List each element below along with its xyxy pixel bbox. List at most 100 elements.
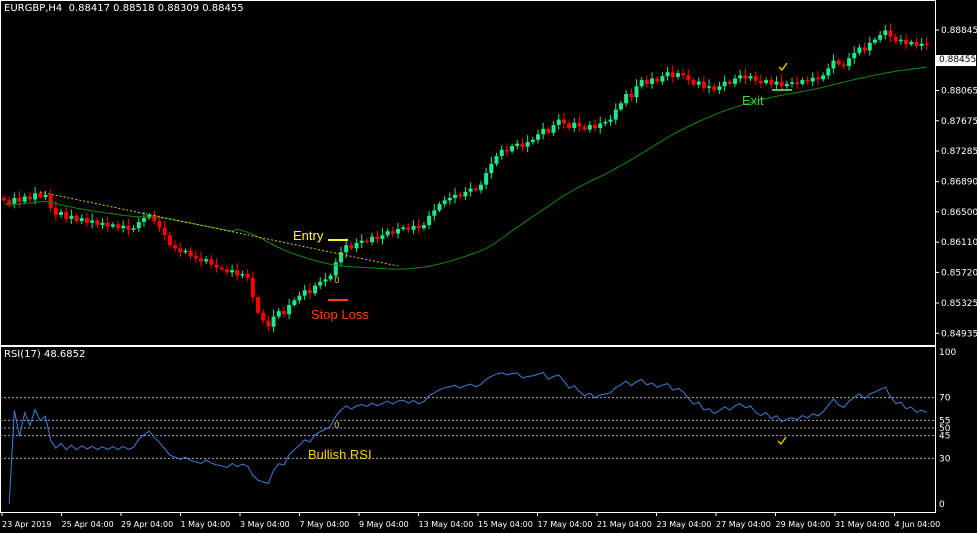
- rsi-tick-label: 0: [939, 500, 945, 510]
- price-tick-label: 0.87675: [941, 117, 977, 127]
- candle-body: [821, 75, 826, 80]
- candle-body: [141, 218, 146, 222]
- candle-body: [872, 39, 877, 43]
- candle: [924, 36, 929, 51]
- candle-body: [333, 262, 338, 276]
- candle: [593, 119, 598, 133]
- candle-body: [401, 227, 406, 229]
- candle: [681, 68, 686, 80]
- candle-body: [841, 64, 846, 67]
- candle-body: [644, 80, 649, 84]
- candle: [898, 35, 903, 45]
- candle: [354, 238, 359, 253]
- candle-body: [795, 82, 800, 84]
- candle-body: [447, 197, 452, 201]
- chart-symbol-header: EURGBP,H4 0.88417 0.88518 0.88309 0.8845…: [4, 3, 244, 14]
- candle-body: [354, 242, 359, 249]
- candle: [17, 190, 22, 208]
- current-price-box: 0.88455: [936, 55, 976, 66]
- candle: [660, 72, 665, 85]
- candle: [256, 294, 261, 315]
- candle: [867, 36, 872, 56]
- candle: [302, 284, 307, 301]
- candle: [307, 283, 312, 299]
- candle: [800, 77, 805, 86]
- candle-body: [453, 194, 458, 198]
- candle: [779, 74, 784, 92]
- candle: [271, 309, 276, 333]
- price-axis: 0.88845 0.88065 0.87675 0.87285 0.86890 0.865…: [935, 26, 977, 339]
- candle: [2, 195, 6, 203]
- candle-body: [230, 270, 235, 273]
- candle: [655, 76, 660, 84]
- candle: [561, 112, 566, 130]
- candle-body: [857, 47, 862, 53]
- candle-body: [758, 80, 763, 84]
- candle: [344, 238, 349, 258]
- rsi-tick-label: 100: [939, 348, 956, 358]
- candle: [390, 226, 395, 238]
- candle: [214, 258, 219, 273]
- candle-body: [603, 121, 608, 124]
- candle-body: [478, 184, 483, 191]
- candle: [152, 211, 157, 225]
- candle-body: [727, 81, 732, 84]
- stop-loss-label: Stop Loss: [311, 307, 369, 322]
- candle-body: [287, 304, 292, 315]
- candle: [556, 114, 561, 130]
- candle-body: [199, 258, 204, 262]
- price-tick-label: 0.88845: [941, 26, 977, 36]
- time-tick-label: 13 May 04:00: [419, 520, 474, 529]
- candle: [416, 218, 421, 234]
- candle-body: [535, 134, 540, 140]
- candle: [696, 77, 701, 88]
- candle-body: [504, 149, 509, 152]
- candle-body: [12, 197, 17, 205]
- candle-body: [691, 80, 696, 85]
- candle: [447, 192, 452, 205]
- candle-body: [712, 86, 717, 91]
- candle: [530, 136, 535, 145]
- candle-body: [116, 224, 121, 229]
- candle: [893, 33, 898, 44]
- candle-body: [919, 43, 924, 46]
- candle-body: [271, 316, 276, 327]
- bullish-rsi-label: Bullish RSI: [308, 447, 372, 462]
- candle-body: [2, 197, 6, 201]
- candle: [473, 186, 478, 193]
- candle: [598, 116, 603, 134]
- candle-body: [800, 80, 805, 84]
- time-tick-label: 29 May 04:00: [776, 520, 831, 529]
- candle-body: [624, 93, 629, 104]
- candle-body: [473, 188, 478, 191]
- candle: [411, 220, 416, 235]
- candle-body: [613, 109, 618, 120]
- candle: [805, 76, 810, 85]
- candle: [541, 122, 546, 140]
- time-tick-label: 31 May 04:00: [835, 520, 890, 529]
- chart-frame: [0, 0, 936, 513]
- candle-body: [442, 200, 447, 205]
- candle-body: [209, 259, 214, 265]
- candle: [313, 282, 318, 296]
- candle: [567, 120, 572, 131]
- candle: [183, 248, 188, 255]
- candle-body: [173, 245, 178, 249]
- candle: [634, 79, 639, 103]
- candle: [494, 152, 499, 167]
- candle: [712, 83, 717, 93]
- candle-body: [732, 78, 737, 84]
- candle: [790, 77, 795, 88]
- trendline[interactable]: [39, 191, 399, 267]
- candle-body: [74, 215, 79, 222]
- rsi-signal-marker: 0: [334, 421, 340, 431]
- candle: [665, 66, 670, 81]
- candle: [686, 69, 691, 85]
- candle-body: [753, 76, 758, 81]
- candle-body: [707, 86, 712, 88]
- candle-body: [909, 42, 914, 45]
- candle-body: [722, 81, 727, 87]
- candle: [370, 232, 375, 246]
